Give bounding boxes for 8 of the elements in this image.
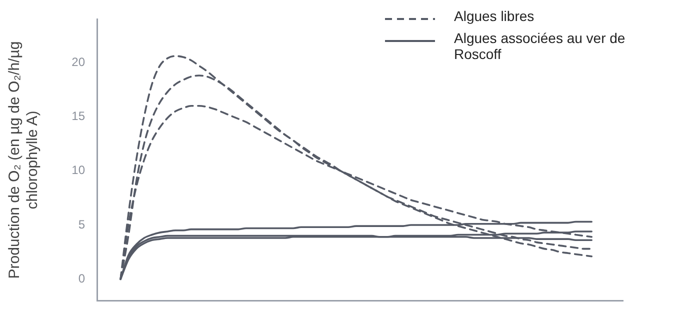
y-tick-label: 20 xyxy=(72,54,86,69)
y-tick-label: 0 xyxy=(78,271,86,286)
legend-label: Algues libres xyxy=(454,8,536,24)
y-tick-label: 5 xyxy=(78,217,86,232)
y-tick-label: 10 xyxy=(72,163,86,178)
y-tick-label: 15 xyxy=(72,108,86,123)
y-axis-title: Production de O₂ (en µg de O₂/h/µg chlorophylle A) xyxy=(6,41,42,279)
legend-label: Algues associées au ver de Roscoff xyxy=(454,30,626,62)
